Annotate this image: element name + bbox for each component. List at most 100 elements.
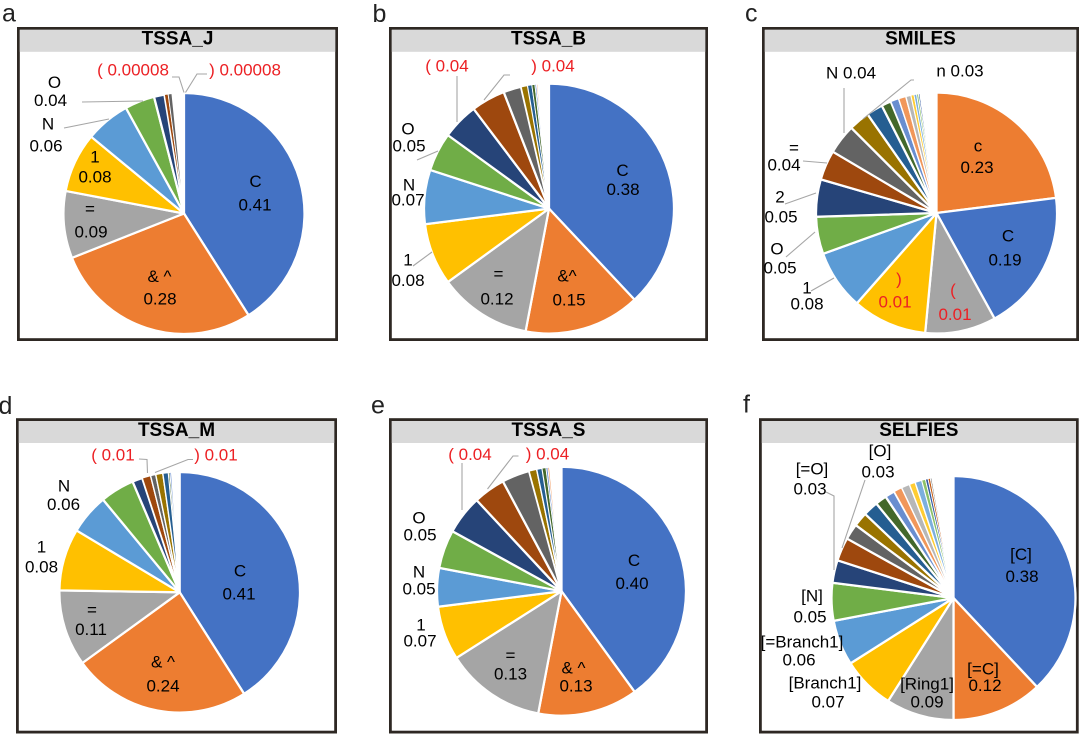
svg-text:SELFIES: SELFIES	[879, 420, 958, 441]
svg-text:[Branch1]: [Branch1]	[789, 674, 862, 693]
svg-text:0.38: 0.38	[1005, 567, 1038, 586]
svg-text:0.38: 0.38	[606, 180, 639, 199]
svg-text:1: 1	[403, 251, 412, 270]
svg-text:&^: &^	[557, 267, 576, 286]
svg-text:0.05: 0.05	[763, 259, 796, 278]
svg-text:0.04: 0.04	[767, 156, 800, 175]
svg-text:0.08: 0.08	[78, 168, 111, 187]
svg-text:C: C	[628, 551, 640, 570]
svg-text:N: N	[42, 115, 54, 134]
svg-text:C: C	[1002, 227, 1014, 246]
svg-text:0.41: 0.41	[238, 196, 271, 215]
svg-text:0.12: 0.12	[968, 676, 1001, 695]
svg-text:O: O	[412, 509, 425, 528]
svg-text:N: N	[413, 563, 425, 582]
svg-text:0.13: 0.13	[559, 677, 592, 696]
svg-text:TSSA_J: TSSA_J	[142, 29, 214, 50]
svg-text:2: 2	[775, 188, 784, 207]
svg-text:( 0.04: ( 0.04	[425, 57, 468, 76]
svg-text:0.23: 0.23	[960, 158, 993, 177]
svg-text:e: e	[371, 391, 385, 419]
svg-text:0.07: 0.07	[391, 191, 424, 210]
svg-text:0.28: 0.28	[143, 290, 176, 309]
svg-text:( 0.01: ( 0.01	[91, 446, 134, 465]
svg-text:TSSA_B: TSSA_B	[511, 29, 586, 50]
svg-text:0.07: 0.07	[403, 632, 436, 651]
svg-text:C: C	[616, 161, 628, 180]
svg-text:1: 1	[90, 148, 99, 167]
svg-text:=: =	[506, 646, 516, 665]
svg-text:TSSA_S: TSSA_S	[512, 420, 586, 441]
svg-text:[=O]: [=O]	[796, 460, 829, 479]
svg-text:C: C	[249, 172, 261, 191]
svg-text:N: N	[58, 477, 70, 496]
svg-text:( 0.04: ( 0.04	[448, 445, 491, 464]
svg-text:0.15: 0.15	[552, 291, 585, 310]
svg-text:1: 1	[802, 279, 811, 298]
svg-text:n 0.03: n 0.03	[936, 62, 983, 81]
svg-text:& ^: & ^	[561, 659, 585, 678]
svg-text:0.07: 0.07	[811, 693, 844, 712]
svg-text:=: =	[85, 200, 95, 219]
svg-text:1: 1	[37, 538, 46, 557]
svg-text:[=C]: [=C]	[967, 660, 999, 679]
svg-text:a: a	[2, 0, 16, 27]
svg-text:O: O	[770, 240, 783, 259]
svg-text:) 0.04: ) 0.04	[526, 445, 569, 464]
svg-text:[C]: [C]	[1010, 545, 1032, 564]
svg-text:[N]: [N]	[801, 587, 823, 606]
svg-text:( 0.00008: ( 0.00008	[97, 61, 169, 80]
svg-text:O: O	[48, 73, 61, 92]
svg-text:[=Branch1]: [=Branch1]	[761, 633, 844, 652]
svg-text:b: b	[373, 0, 387, 28]
svg-text:N 0.04: N 0.04	[826, 64, 876, 83]
svg-text:0.05: 0.05	[402, 580, 435, 599]
svg-text:0.11: 0.11	[75, 620, 107, 639]
svg-text:) 0.01: ) 0.01	[194, 446, 237, 465]
svg-text:) 0.04: ) 0.04	[531, 57, 574, 76]
svg-text:) 0.00008: ) 0.00008	[209, 61, 281, 80]
svg-text:[Ring1]: [Ring1]	[900, 675, 954, 694]
svg-text:0.08: 0.08	[391, 271, 424, 290]
svg-text:0.08: 0.08	[25, 558, 58, 577]
svg-text:0.09: 0.09	[910, 693, 943, 712]
svg-text:0.06: 0.06	[782, 651, 815, 670]
svg-text:0.05: 0.05	[392, 137, 425, 156]
svg-text:c: c	[974, 137, 983, 156]
svg-text:): )	[896, 270, 902, 289]
svg-text:TSSA_M: TSSA_M	[138, 420, 215, 441]
svg-text:d: d	[0, 392, 12, 420]
svg-text:0.19: 0.19	[988, 251, 1021, 270]
svg-text:1: 1	[416, 616, 425, 635]
svg-text:0.03: 0.03	[861, 463, 894, 482]
svg-text:0.08: 0.08	[790, 295, 823, 314]
svg-text:N: N	[403, 176, 415, 195]
svg-text:[O]: [O]	[869, 442, 892, 461]
svg-text:O: O	[401, 120, 414, 139]
svg-text:f: f	[743, 390, 750, 418]
svg-text:0.06: 0.06	[29, 137, 62, 156]
svg-text:=: =	[494, 265, 504, 284]
svg-text:0.12: 0.12	[480, 290, 513, 309]
svg-text:0.05: 0.05	[403, 526, 436, 545]
svg-text:& ^: & ^	[151, 653, 175, 672]
svg-text:c: c	[745, 0, 758, 27]
svg-text:0.01: 0.01	[938, 305, 971, 324]
svg-text:(: (	[950, 281, 956, 300]
svg-text:=: =	[789, 139, 799, 158]
svg-text:SMILES: SMILES	[885, 29, 956, 50]
svg-text:0.13: 0.13	[494, 665, 527, 684]
svg-text:0.09: 0.09	[74, 223, 107, 242]
svg-text:0.03: 0.03	[793, 480, 826, 499]
svg-text:& ^: & ^	[147, 267, 171, 286]
svg-text:0.40: 0.40	[615, 574, 648, 593]
svg-text:0.05: 0.05	[793, 608, 826, 627]
svg-text:0.04: 0.04	[34, 91, 67, 110]
svg-text:0.41: 0.41	[222, 585, 255, 604]
svg-text:0.05: 0.05	[764, 208, 797, 227]
svg-text:C: C	[234, 562, 246, 581]
svg-text:0.24: 0.24	[146, 677, 179, 696]
svg-text:0.06: 0.06	[47, 495, 80, 514]
svg-text:=: =	[87, 601, 97, 620]
svg-text:0.01: 0.01	[878, 293, 911, 312]
